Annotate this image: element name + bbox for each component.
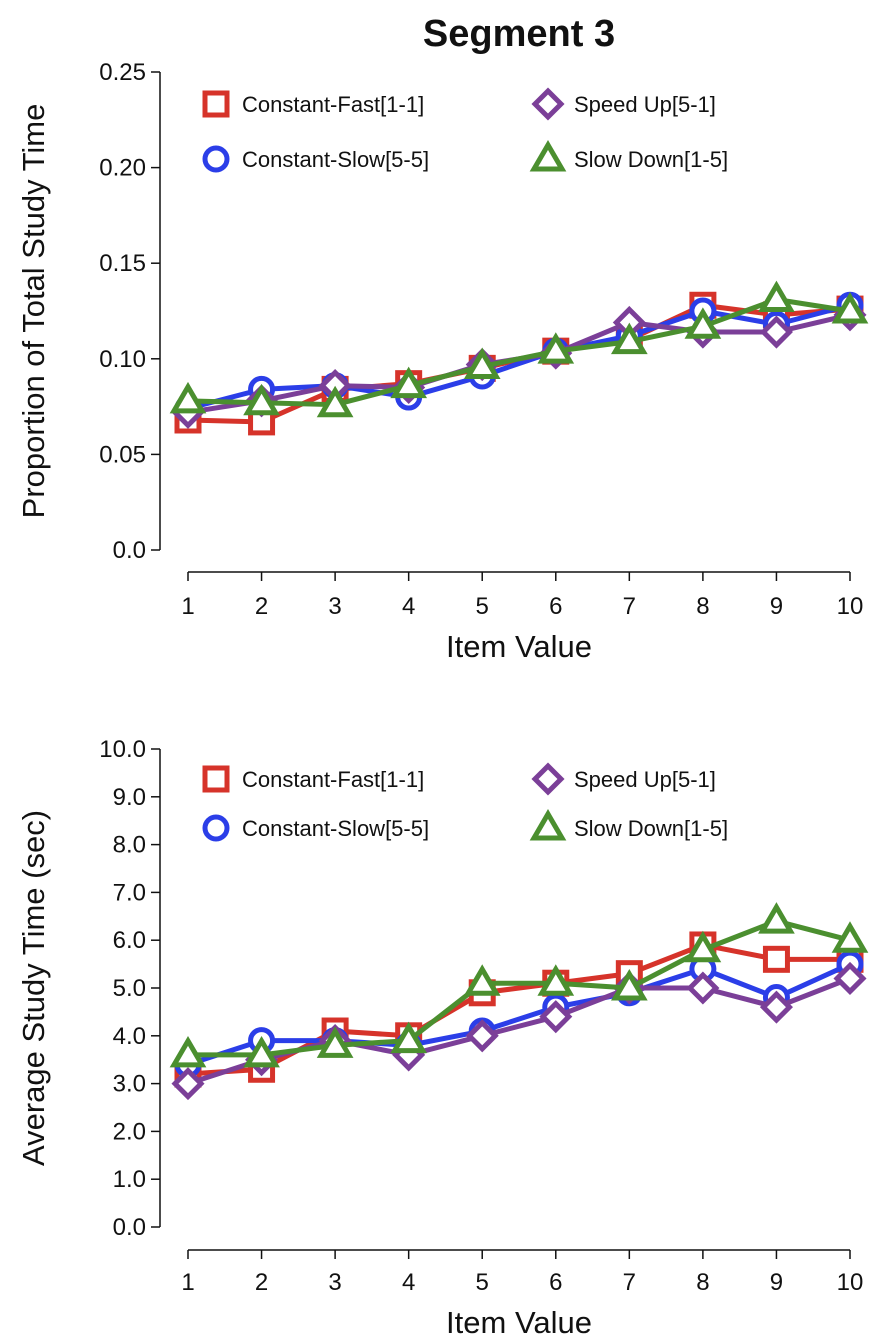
y-tick-label: 6.0 <box>113 927 146 954</box>
series-line <box>187 302 851 411</box>
y-tick-label: 5.0 <box>113 975 146 1002</box>
y-axis-label: Proportion of Total Study Time <box>16 104 51 519</box>
data-point <box>171 1067 205 1101</box>
data-point <box>610 322 648 355</box>
series-line <box>187 961 852 1067</box>
data-point <box>537 332 575 364</box>
x-tick-label: 6 <box>549 593 562 620</box>
y-tick-label: 0.15 <box>99 250 146 277</box>
x-tick-label: 8 <box>696 593 709 620</box>
data-point <box>390 1021 428 1054</box>
data-point <box>833 961 867 995</box>
x-tick-label: 1 <box>181 1269 194 1296</box>
data-point <box>684 930 722 963</box>
legend-marker <box>202 765 230 793</box>
x-tick-label: 10 <box>837 593 864 620</box>
y-tick-label: 0.20 <box>99 155 146 182</box>
data-point <box>610 969 648 1001</box>
y-tick-label: 0.0 <box>113 1214 146 1241</box>
series-line <box>187 297 851 408</box>
x-tick-label: 3 <box>328 1269 341 1296</box>
data-point <box>759 990 793 1024</box>
x-axis-label: Item Value <box>446 629 592 664</box>
data-point <box>758 280 795 313</box>
data-point <box>169 1035 207 1068</box>
legend-label: Speed Up[5-1] <box>574 92 716 117</box>
legend-label: Constant-Slow[5-5] <box>242 147 429 172</box>
y-axis-label: Average Study Time (sec) <box>16 810 51 1166</box>
x-tick-label: 3 <box>328 593 341 620</box>
legend-marker <box>531 87 565 121</box>
x-tick-label: 7 <box>623 593 636 620</box>
y-tick-label: 0.25 <box>99 59 146 86</box>
data-point <box>539 1000 573 1034</box>
y-tick-label: 0.10 <box>99 346 146 373</box>
x-tick-label: 2 <box>255 593 268 620</box>
y-tick-label: 4.0 <box>113 1023 146 1050</box>
x-tick-label: 10 <box>837 1269 864 1296</box>
data-point <box>831 921 869 953</box>
y-tick-label: 8.0 <box>113 832 146 859</box>
legend-label: Speed Up[5-1] <box>574 767 716 792</box>
y-tick-label: 3.0 <box>113 1071 146 1098</box>
legend-marker <box>531 762 565 796</box>
panel-proportion: 0.0 0.05 0.10 0.15 0.20 0.25 1 2 3 4 5 6 7 8 9 10 Item V… <box>16 59 869 664</box>
legend: Constant-Fast[1-1] Speed Up[5-1] Constant-… <box>202 762 728 842</box>
data-point <box>463 964 501 996</box>
data-point <box>390 366 428 399</box>
legend-label: Slow Down[1-5] <box>574 147 728 172</box>
x-tick-label: 7 <box>623 1269 636 1296</box>
series-line <box>188 918 851 1058</box>
x-tick-label: 9 <box>770 1269 783 1296</box>
x-tick-label: 6 <box>549 1269 562 1296</box>
data-point <box>169 381 207 414</box>
series-line <box>187 976 851 1086</box>
legend-label: Constant-Slow[5-5] <box>242 816 429 841</box>
legend-marker <box>202 814 230 842</box>
x-tick-label: 4 <box>402 593 415 620</box>
panel-average-time: 0.0 1.0 2.0 3.0 4.0 5.0 6.0 7.0 8.0 9.0 10.0 1 2 3 4 5 6… <box>16 736 869 1340</box>
data-point <box>686 971 720 1005</box>
data-point <box>758 902 795 934</box>
legend-label: Slow Down[1-5] <box>574 816 728 841</box>
y-tick-label: 2.0 <box>113 1118 146 1145</box>
x-tick-label: 9 <box>770 593 783 620</box>
legend-label: Constant-Fast[1-1] <box>242 92 424 117</box>
y-tick-label: 9.0 <box>113 784 146 811</box>
data-point <box>463 347 501 379</box>
data-point <box>243 383 280 416</box>
y-tick-label: 0.05 <box>99 441 146 468</box>
x-axis-label: Item Value <box>446 1305 592 1340</box>
data-point <box>762 945 790 973</box>
x-tick-label: 8 <box>696 1269 709 1296</box>
data-point <box>243 1035 280 1068</box>
x-tick-label: 4 <box>402 1269 415 1296</box>
legend-marker <box>202 145 230 173</box>
legend-label: Constant-Fast[1-1] <box>242 767 424 792</box>
x-tick-label: 5 <box>476 1269 489 1296</box>
y-tick-label: 7.0 <box>113 879 146 906</box>
legend-marker <box>529 809 567 841</box>
x-tick-label: 2 <box>255 1269 268 1296</box>
legend: Constant-Fast[1-1] Speed Up[5-1] Constant-… <box>202 87 728 173</box>
x-tick-label: 5 <box>476 593 489 620</box>
data-point <box>684 307 722 339</box>
data-point <box>831 292 869 324</box>
y-tick-label: 0.0 <box>113 537 146 564</box>
y-tick-label: 1.0 <box>113 1166 146 1193</box>
figure-title: Segment 3 <box>423 13 615 55</box>
legend-marker <box>529 140 567 172</box>
data-point <box>465 1019 499 1053</box>
x-tick-label: 1 <box>181 593 194 620</box>
data-point <box>316 1026 354 1058</box>
y-tick-label: 10.0 <box>99 736 146 763</box>
data-point <box>316 385 354 418</box>
data-point <box>537 964 575 996</box>
data-point <box>759 315 793 349</box>
legend-marker <box>202 90 230 118</box>
